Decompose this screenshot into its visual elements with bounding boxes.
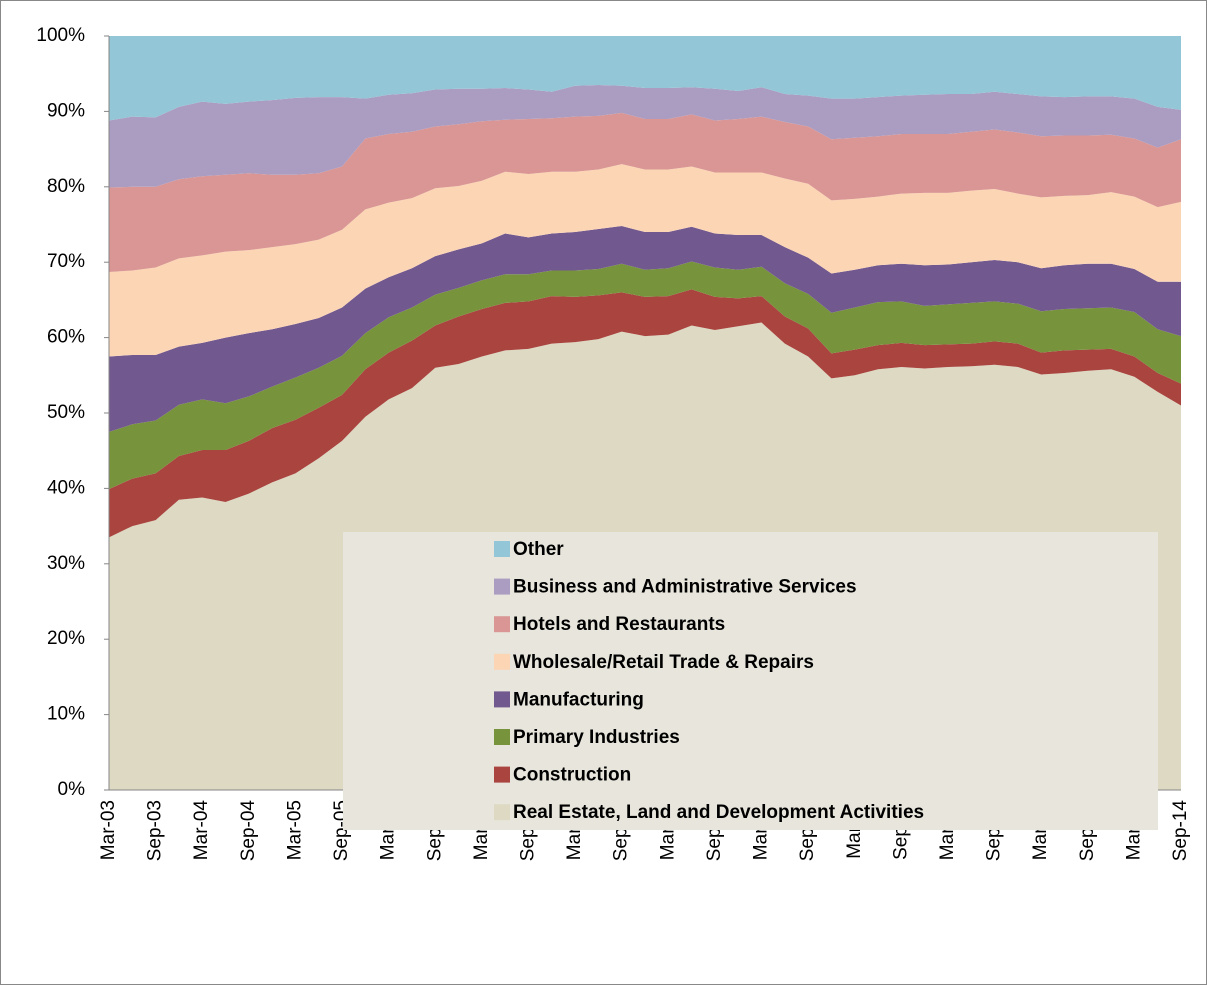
legend-box: [343, 532, 1158, 830]
legend-label: Other: [513, 539, 564, 560]
y-tick-label: 90%: [47, 100, 85, 121]
x-tick-label: Sep-04: [238, 800, 259, 862]
legend-label: Business and Administrative Services: [513, 577, 857, 598]
y-tick-label: 20%: [47, 628, 85, 649]
x-tick-label: Sep-14: [1170, 800, 1191, 862]
y-tick-label: 10%: [47, 704, 85, 725]
y-tick-label: 80%: [47, 176, 85, 197]
legend-swatch: [494, 541, 510, 557]
legend-swatch: [494, 766, 510, 783]
legend-swatch: [494, 653, 510, 670]
area: [109, 112, 1181, 272]
legend-label: Real Estate, Land and Development Activi…: [513, 802, 924, 823]
legend-swatch: [494, 578, 510, 595]
legend-swatch: [494, 691, 510, 708]
y-tick-label: 40%: [47, 477, 85, 498]
legend-label: Construction: [513, 765, 631, 786]
area: [109, 226, 1181, 432]
legend-label: Manufacturing: [513, 689, 644, 710]
area: [109, 261, 1181, 490]
x-tick-label: Mar-05: [284, 800, 305, 860]
legend-swatch: [494, 729, 510, 745]
legend-label: Primary Industries: [513, 727, 680, 748]
area: [109, 36, 1181, 121]
area: [109, 164, 1181, 357]
legend-label: Wholesale/Retail Trade & Repairs: [513, 652, 814, 673]
area: [109, 85, 1181, 188]
y-tick-label: 100%: [36, 25, 85, 46]
x-tick-label: Mar-04: [191, 800, 212, 861]
y-tick-label: 60%: [47, 327, 85, 348]
x-tick-label: Sep-03: [145, 800, 166, 861]
legend-swatch: [494, 616, 510, 633]
y-tick-label: 0%: [58, 779, 86, 800]
y-tick-label: 30%: [47, 553, 85, 574]
area: [109, 289, 1181, 538]
x-tick-label: Mar-03: [98, 800, 119, 860]
legend-swatch: [494, 804, 510, 821]
y-tick-label: 50%: [47, 402, 85, 423]
y-tick-label: 70%: [47, 251, 85, 272]
legend-label: Hotels and Restaurants: [513, 614, 725, 635]
